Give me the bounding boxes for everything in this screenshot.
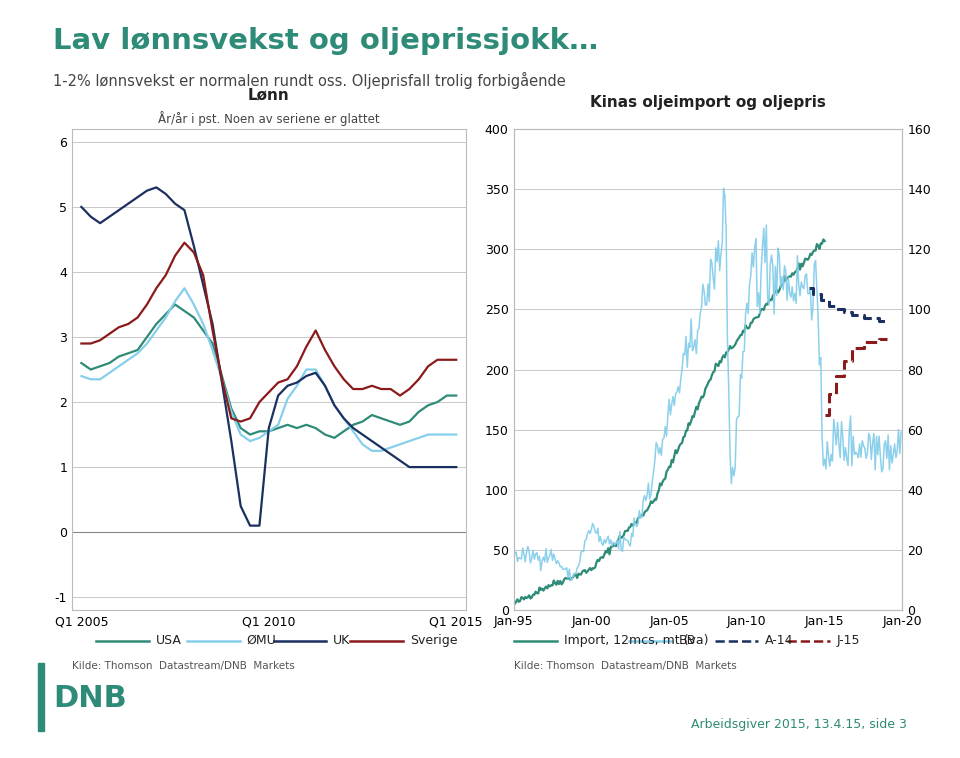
Text: Import, 12mcs, mt (va): Import, 12mcs, mt (va) <box>564 634 708 647</box>
Text: J-15: J-15 <box>837 634 860 647</box>
Text: Kinas oljeimport og oljepris: Kinas oljeimport og oljepris <box>590 95 826 110</box>
Text: DNB: DNB <box>53 684 127 713</box>
Text: BB: BB <box>679 634 696 647</box>
Text: Lav lønnsvekst og oljeprissjokk…: Lav lønnsvekst og oljeprissjokk… <box>53 27 598 55</box>
Text: Kilde: Thomson  Datastream/DNB  Markets: Kilde: Thomson Datastream/DNB Markets <box>514 660 736 671</box>
Text: ØMU: ØMU <box>247 634 276 647</box>
Text: Kilde: Thomson  Datastream/DNB  Markets: Kilde: Thomson Datastream/DNB Markets <box>72 660 295 671</box>
Text: 1-2% lønnsvekst er normalen rundt oss. Oljeprisfall trolig forbigående: 1-2% lønnsvekst er normalen rundt oss. O… <box>53 72 565 89</box>
Text: USA: USA <box>156 634 181 647</box>
Text: Sverige: Sverige <box>410 634 457 647</box>
Text: Lønn: Lønn <box>248 87 290 102</box>
Text: A-14: A-14 <box>765 634 794 647</box>
Text: UK: UK <box>333 634 350 647</box>
Text: Arbeidsgiver 2015, 13.4.15, side 3: Arbeidsgiver 2015, 13.4.15, side 3 <box>691 719 907 731</box>
Text: År/år i pst. Noen av seriene er glattet: År/år i pst. Noen av seriene er glattet <box>158 111 379 127</box>
